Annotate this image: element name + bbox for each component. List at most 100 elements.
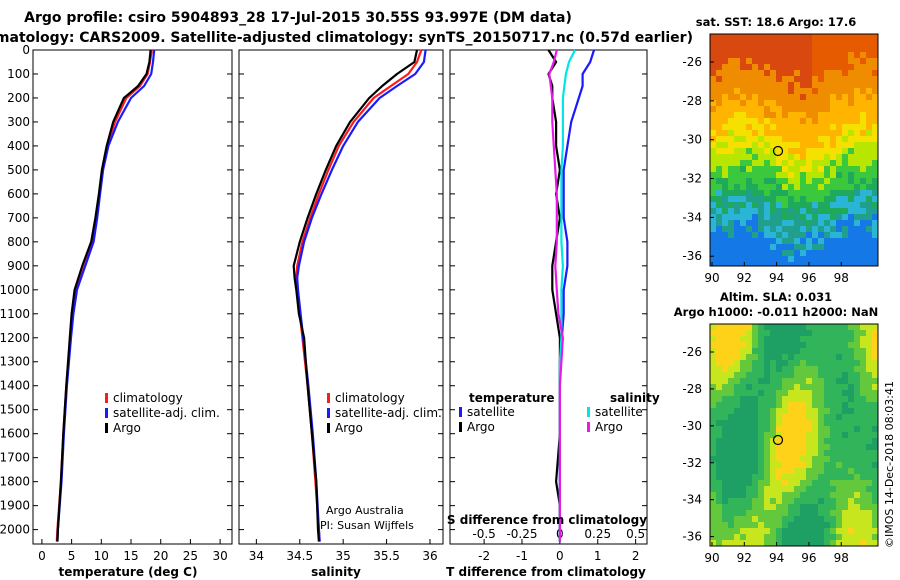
map-cell bbox=[752, 480, 758, 486]
map-cell bbox=[752, 244, 758, 250]
map-cell bbox=[770, 324, 776, 330]
map-cell bbox=[860, 118, 866, 124]
map-cell bbox=[866, 118, 872, 124]
map-cell bbox=[806, 214, 812, 220]
map-cell bbox=[872, 154, 878, 160]
map-cell bbox=[872, 330, 878, 336]
map-cell bbox=[860, 372, 866, 378]
map-cell bbox=[836, 522, 842, 528]
title-line1: Argo profile: csiro 5904893_28 17-Jul-20… bbox=[24, 10, 572, 26]
map-cell bbox=[758, 432, 764, 438]
map-cell bbox=[818, 160, 824, 166]
map-cell bbox=[842, 220, 848, 226]
map-cell bbox=[776, 528, 782, 534]
map-cell bbox=[800, 414, 806, 420]
map-cell bbox=[710, 384, 716, 390]
map-cell bbox=[716, 516, 722, 522]
map-cell bbox=[830, 342, 836, 348]
map-cell bbox=[842, 76, 848, 82]
map-cell bbox=[848, 342, 854, 348]
map-cell bbox=[818, 528, 824, 534]
map-cell bbox=[782, 208, 788, 214]
map-cell bbox=[776, 226, 782, 232]
map-cell bbox=[770, 94, 776, 100]
map-cell bbox=[812, 166, 818, 172]
map-cell bbox=[782, 178, 788, 184]
map-cell bbox=[860, 438, 866, 444]
map-cell bbox=[848, 136, 854, 142]
lon-tick-label: 96 bbox=[801, 271, 816, 285]
map-cell bbox=[788, 184, 794, 190]
map-cell bbox=[728, 348, 734, 354]
map-cell bbox=[734, 324, 740, 330]
map-cell bbox=[842, 112, 848, 118]
map-cell bbox=[764, 498, 770, 504]
map-cell bbox=[782, 244, 788, 250]
map-cell bbox=[764, 432, 770, 438]
map-cell bbox=[770, 34, 776, 40]
map-cell bbox=[722, 154, 728, 160]
map-cell bbox=[734, 462, 740, 468]
depth-tick-label: 700 bbox=[7, 211, 30, 225]
map-cell bbox=[788, 354, 794, 360]
map-cell bbox=[842, 256, 848, 262]
map-cell bbox=[824, 226, 830, 232]
map-cell bbox=[848, 372, 854, 378]
map-cell bbox=[746, 136, 752, 142]
map-cell bbox=[734, 208, 740, 214]
map-cell bbox=[806, 202, 812, 208]
map-cell bbox=[860, 226, 866, 232]
map-cell bbox=[716, 384, 722, 390]
map-cell bbox=[752, 510, 758, 516]
map-cell bbox=[818, 336, 824, 342]
map-cell bbox=[770, 372, 776, 378]
map-cell bbox=[824, 46, 830, 52]
map-cell bbox=[806, 256, 812, 262]
map-cell bbox=[782, 202, 788, 208]
map-cell bbox=[830, 58, 836, 64]
map-cell bbox=[710, 232, 716, 238]
map-cell bbox=[758, 336, 764, 342]
map-cell bbox=[752, 40, 758, 46]
map-cell bbox=[812, 468, 818, 474]
map-cell bbox=[758, 46, 764, 52]
map-cell bbox=[842, 118, 848, 124]
map-cell bbox=[830, 492, 836, 498]
map-cell bbox=[788, 64, 794, 70]
map-cell bbox=[770, 256, 776, 262]
map-cell bbox=[848, 354, 854, 360]
map-cell bbox=[722, 52, 728, 58]
map-cell bbox=[830, 88, 836, 94]
sst-map-frame bbox=[709, 33, 879, 267]
map-cell bbox=[710, 540, 716, 546]
map-cell bbox=[758, 492, 764, 498]
map-cell bbox=[758, 172, 764, 178]
map-cell bbox=[758, 516, 764, 522]
map-cell bbox=[710, 492, 716, 498]
map-cell bbox=[806, 40, 812, 46]
map-cell bbox=[728, 354, 734, 360]
map-cell bbox=[728, 82, 734, 88]
map-cell bbox=[848, 528, 854, 534]
map-cell bbox=[872, 250, 878, 256]
map-cell bbox=[848, 402, 854, 408]
map-cell bbox=[824, 492, 830, 498]
map-cell bbox=[872, 232, 878, 238]
map-cell bbox=[824, 534, 830, 540]
map-cell bbox=[794, 408, 800, 414]
map-cell bbox=[866, 396, 872, 402]
map-cell bbox=[842, 360, 848, 366]
lat-tick-label: -28 bbox=[682, 382, 702, 396]
map-cell bbox=[782, 190, 788, 196]
map-cell bbox=[830, 366, 836, 372]
map-cell bbox=[860, 462, 866, 468]
map-cell bbox=[776, 426, 782, 432]
map-cell bbox=[812, 100, 818, 106]
map-cell bbox=[728, 64, 734, 70]
map-cell bbox=[716, 148, 722, 154]
map-cell bbox=[716, 444, 722, 450]
map-cell bbox=[866, 456, 872, 462]
map-cell bbox=[848, 70, 854, 76]
map-cell bbox=[752, 148, 758, 154]
